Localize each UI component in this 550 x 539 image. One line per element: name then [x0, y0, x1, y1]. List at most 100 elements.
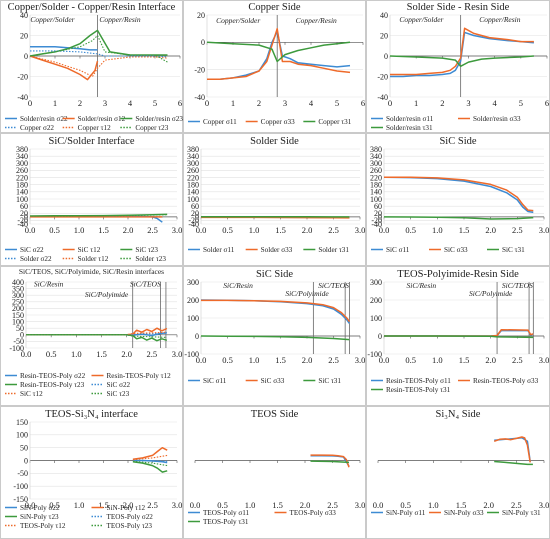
series-line	[494, 460, 533, 466]
chart-panel-4: SiC/Solder Interface -40-2002060100140180…	[0, 133, 183, 266]
x-tick-label: 3	[103, 98, 107, 108]
series-line	[207, 27, 351, 80]
x-tick-label: 3.0	[539, 355, 550, 365]
y-tick-label: 180	[16, 181, 28, 190]
y-tick-label: 380	[16, 145, 28, 154]
y-tick-label: 0	[384, 52, 388, 61]
y-tick-label: 0	[195, 213, 199, 222]
y-tick-label: 300	[187, 159, 199, 168]
legend-label: Resin-TEOS-Poly τ31	[386, 386, 451, 394]
legend-label: Solder τ31	[318, 246, 349, 254]
chart-title: Solder Side - Resin Side	[407, 2, 510, 13]
x-tick-label: 1.5	[275, 225, 286, 235]
chart-panel-2: Copper Side -40 -20 0 20 0 1 2 3 4 5 6 Copper/Solder…	[183, 0, 366, 133]
y-tick-label: 40	[20, 11, 28, 20]
legend-label: Solder σ22	[20, 255, 52, 263]
x-tick-label: 3.0	[172, 225, 183, 235]
y-tick-label: 350	[12, 284, 24, 293]
y-tick-label: 340	[187, 152, 199, 161]
legend-label: Solder/resin σ33	[473, 115, 521, 123]
y-tick-label: 100	[370, 314, 382, 323]
legend-label: SiN-Poly τ23	[20, 513, 59, 521]
x-tick-label: 3.0	[172, 500, 183, 510]
x-tick-label: 1.5	[98, 225, 109, 235]
legend-label: Copper τ31	[318, 118, 351, 126]
legend-label: SiN-Poly σ22	[20, 504, 60, 512]
x-tick-label: 2.5	[328, 225, 339, 235]
panel-frame	[366, 406, 550, 539]
y-tick-label: 180	[370, 181, 382, 190]
y-tick-label: 100	[16, 431, 28, 440]
x-tick-label: 0.0	[379, 225, 390, 235]
x-tick-label: 1	[414, 98, 418, 108]
x-tick-label: 3	[283, 98, 287, 108]
series-line	[383, 176, 534, 214]
y-tick-label: -50	[17, 469, 28, 478]
chart-title: TEOS-Si₃N₄ interface	[45, 409, 138, 420]
x-tick-label: 0.5	[405, 225, 416, 235]
x-tick-label: 3.0	[539, 225, 550, 235]
series-line	[201, 299, 351, 323]
x-tick-label: 0.5	[222, 355, 233, 365]
y-tick-label: -20	[17, 72, 28, 81]
y-tick-label: -40	[17, 93, 28, 102]
y-tick-label: 180	[187, 181, 199, 190]
chart-title: Copper/Solder - Copper/Resin Interface	[8, 2, 176, 13]
x-tick-label: 0.5	[222, 225, 233, 235]
x-tick-label: 0.5	[217, 500, 228, 510]
legend-label: Resin-TEOS-Poly τ23	[20, 381, 85, 389]
y-tick-label: 140	[16, 188, 28, 197]
region-label: SiC/TEOS	[502, 281, 533, 290]
region-label: Copper/Resin	[99, 15, 140, 24]
x-tick-label: 0	[28, 98, 32, 108]
y-tick-label: 300	[12, 291, 24, 300]
y-tick-label: 20	[374, 209, 382, 218]
series-line	[29, 213, 168, 217]
series-line	[200, 299, 351, 324]
chart-title: SiC/Solder Interface	[48, 136, 134, 147]
chart-title: SiC Side	[439, 136, 476, 147]
x-tick-label: 1	[53, 98, 57, 108]
chart-title: Solder Side	[250, 136, 299, 147]
x-tick-label: 2	[78, 98, 82, 108]
legend-label: Copper σ33	[261, 118, 295, 126]
series-line	[29, 55, 168, 78]
x-tick-label: 0.0	[196, 355, 207, 365]
x-tick-label: 0.5	[400, 500, 411, 510]
chart-panel-8: SiC Side -100 0 100 200 300 0.0 0.5 1.0 1.5 2.0 2.5…	[183, 266, 366, 406]
x-tick-label: 3.0	[539, 500, 550, 510]
region-label: SiC/Polyimide	[85, 290, 129, 299]
y-tick-label: 100	[187, 195, 199, 204]
series-line	[310, 454, 350, 468]
region-label: Copper/Solder	[399, 15, 443, 24]
y-tick-label: 60	[191, 202, 199, 211]
x-tick-label: 0.0	[25, 500, 36, 510]
legend-label: Solder/resin σ22	[20, 115, 68, 123]
y-tick-label: 200	[187, 296, 199, 305]
x-tick-label: 0.0	[196, 225, 207, 235]
y-tick-label: 150	[12, 311, 24, 320]
chart-title: Copper Side	[248, 2, 301, 13]
x-tick-label: 1.0	[245, 500, 256, 510]
y-tick-label: 380	[370, 145, 382, 154]
series-line	[30, 50, 168, 58]
y-tick-label: 340	[370, 152, 382, 161]
legend-label: Resin-TEOS-Poly σ22	[20, 372, 86, 380]
x-tick-label: 1.5	[272, 500, 283, 510]
y-tick-label: 0	[195, 332, 199, 341]
series-line	[26, 327, 168, 336]
y-tick-label: 0	[24, 52, 28, 61]
x-tick-label: 2.5	[511, 500, 522, 510]
x-tick-label: 2.0	[123, 500, 134, 510]
y-tick-label: 300	[370, 159, 382, 168]
y-tick-label: 100	[370, 195, 382, 204]
x-tick-label: 0.0	[379, 355, 390, 365]
y-tick-label: -50	[13, 337, 24, 346]
x-tick-label: 1.5	[275, 355, 286, 365]
y-tick-label: 340	[16, 152, 28, 161]
y-tick-label: 50	[20, 443, 28, 452]
y-tick-label: 40	[380, 11, 388, 20]
chart-panel-7: SiC/TEOS, SiC/Polyimide, SiC/Resin inter…	[0, 266, 183, 406]
x-tick-label: 5	[335, 98, 339, 108]
y-tick-label: 300	[16, 159, 28, 168]
